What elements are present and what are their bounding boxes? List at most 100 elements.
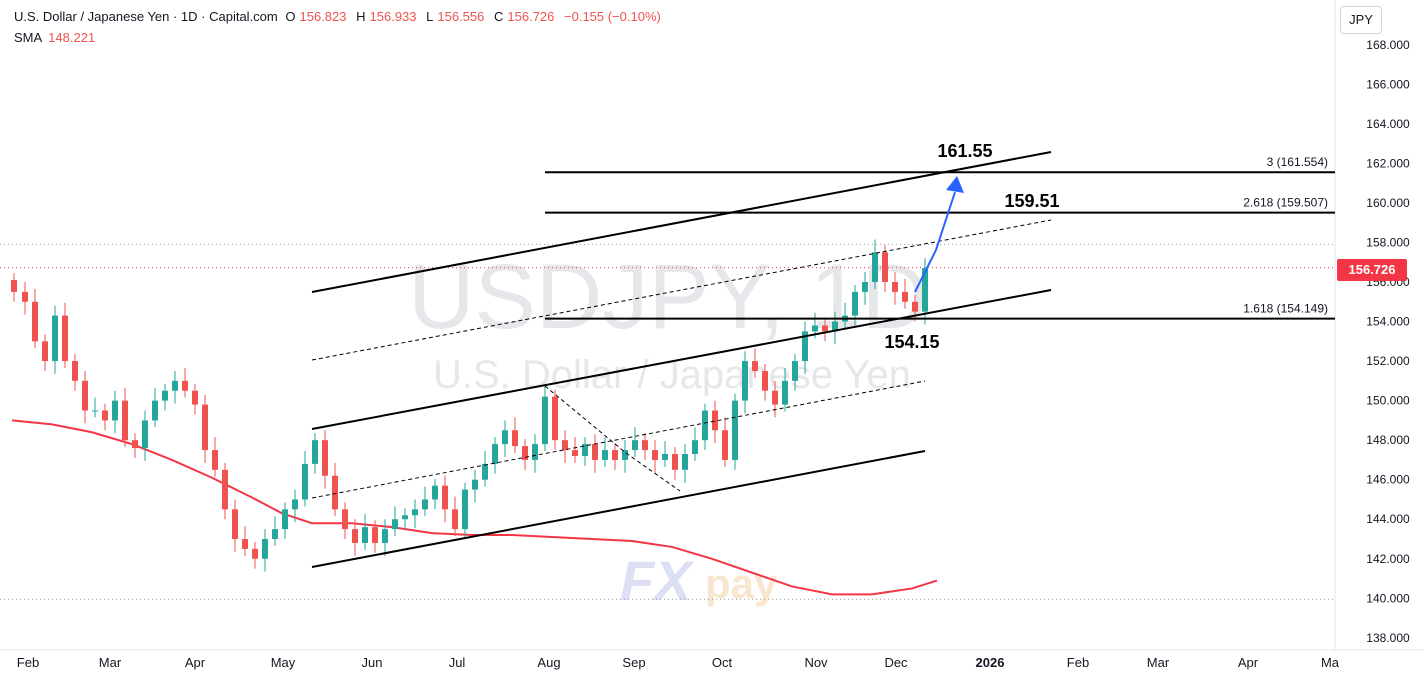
candle-body [442, 485, 448, 510]
price-tick-label: 166.000 [1366, 77, 1410, 91]
price-tick-label: 152.000 [1366, 354, 1410, 368]
sma-path [11, 419, 938, 596]
time-tick-label: Ma [1321, 655, 1340, 670]
time-tick-label: Mar [1147, 655, 1170, 670]
candle-body [432, 485, 438, 500]
fib-ratio-label: 2.618 (159.507) [1243, 196, 1328, 210]
time-tick-label: Feb [17, 655, 39, 670]
legend-header: U.S. Dollar / Japanese Yen · 1D · Capita… [14, 9, 667, 24]
candle-body [902, 291, 908, 302]
candles [11, 239, 928, 572]
candle-body [552, 396, 558, 441]
price-tick-label: 164.000 [1366, 117, 1410, 131]
channel-midline-2 [311, 380, 926, 499]
candle-body [52, 315, 58, 362]
candle-body [282, 509, 288, 530]
time-tick-label: May [271, 655, 296, 670]
candle-body [852, 291, 858, 316]
time-tick-label: Apr [1238, 655, 1259, 670]
low-label: L [426, 9, 434, 24]
candle-body [812, 325, 818, 332]
price-tick-label: 142.000 [1366, 552, 1410, 566]
candle-body [522, 446, 528, 460]
candle-body [122, 400, 128, 441]
open-label: O [285, 9, 296, 24]
price-tick-label: 150.000 [1366, 394, 1410, 408]
sma-legend[interactable]: SMA 148.221 [14, 30, 95, 45]
price-tick-label: 158.000 [1366, 235, 1410, 249]
candle-body [242, 539, 248, 549]
watermark-symbol: USDJPY, 1D [408, 246, 928, 348]
candle-body [182, 380, 188, 391]
candle-body [782, 380, 788, 405]
price-tick-label: 138.000 [1366, 631, 1410, 645]
time-tick-label: Sep [622, 655, 645, 670]
candle-body [602, 450, 608, 460]
candle-body [262, 539, 268, 559]
fib-callout-label: 161.55 [937, 141, 992, 161]
watermark: USDJPY, 1D U.S. Dollar / Japanese Yen FX… [408, 246, 928, 612]
fib-callout-label: 159.51 [1004, 191, 1059, 211]
candle-body [32, 301, 38, 342]
brand-logo-pay: pay [705, 560, 778, 607]
candle-body [402, 515, 408, 520]
sma-line [11, 419, 938, 596]
open-value: 156.823 [299, 9, 347, 24]
candle-body [512, 430, 518, 447]
candle-body [752, 361, 758, 371]
candle-body [592, 444, 598, 460]
time-tick-label: Apr [185, 655, 206, 670]
sma-value: 148.221 [48, 30, 96, 45]
candle-body [502, 430, 508, 445]
candle-body [482, 463, 488, 480]
candle-body [882, 252, 888, 282]
currency-button[interactable]: JPY [1340, 6, 1382, 34]
drawings: 3 (161.554) 2.618 (159.507) 1.618 (154.149… [311, 141, 1335, 568]
candle-body [352, 529, 358, 543]
candle-body [62, 315, 68, 362]
fib-ratio-label: 1.618 (154.149) [1243, 302, 1328, 316]
candle-body [342, 509, 348, 530]
candle-body [742, 361, 748, 401]
projection-arrow-path [914, 191, 956, 293]
candle-body [762, 370, 768, 391]
candle-body [672, 453, 678, 470]
candle-body [232, 509, 238, 540]
candle-body [302, 463, 308, 500]
candle-body [572, 450, 578, 456]
price-tick-label: 148.000 [1366, 433, 1410, 447]
candle-body [622, 450, 628, 460]
candle-body [272, 529, 278, 540]
candle-body [92, 410, 98, 412]
candle-body [922, 268, 928, 312]
candle-body [612, 450, 618, 460]
candle-body [212, 450, 218, 470]
fib-callout-label: 154.15 [884, 332, 939, 352]
sma-label: SMA [14, 30, 43, 45]
change-value: −0.155 (−0.10%) [564, 9, 661, 24]
candle-body [652, 450, 658, 460]
candle-body [702, 410, 708, 441]
candle-body [532, 444, 538, 460]
candle-body [682, 453, 688, 470]
candle-body [322, 440, 328, 476]
candle-body [472, 479, 478, 490]
candle-body [382, 529, 388, 543]
price-tick-label: 144.000 [1366, 512, 1410, 526]
candle-body [332, 475, 338, 510]
close-label: C [494, 9, 504, 24]
price-axis[interactable]: 168.000 166.000 164.000 162.000 160.000 158.0… [1366, 38, 1410, 645]
time-tick-label: Mar [99, 655, 122, 670]
channel-line-3 [311, 450, 926, 568]
candle-body [632, 440, 638, 451]
time-axis[interactable]: Feb Mar Apr May Jun Jul Aug Sep Oct Nov Dec 2026 Feb… [17, 655, 1340, 670]
grid [0, 0, 1423, 651]
close-value: 156.726 [507, 9, 555, 24]
candle-body [492, 444, 498, 464]
candle-body [912, 301, 918, 312]
candle-body [662, 453, 668, 460]
channel-line-2 [311, 289, 1052, 430]
candle-body [692, 440, 698, 454]
candle-body [732, 400, 738, 460]
